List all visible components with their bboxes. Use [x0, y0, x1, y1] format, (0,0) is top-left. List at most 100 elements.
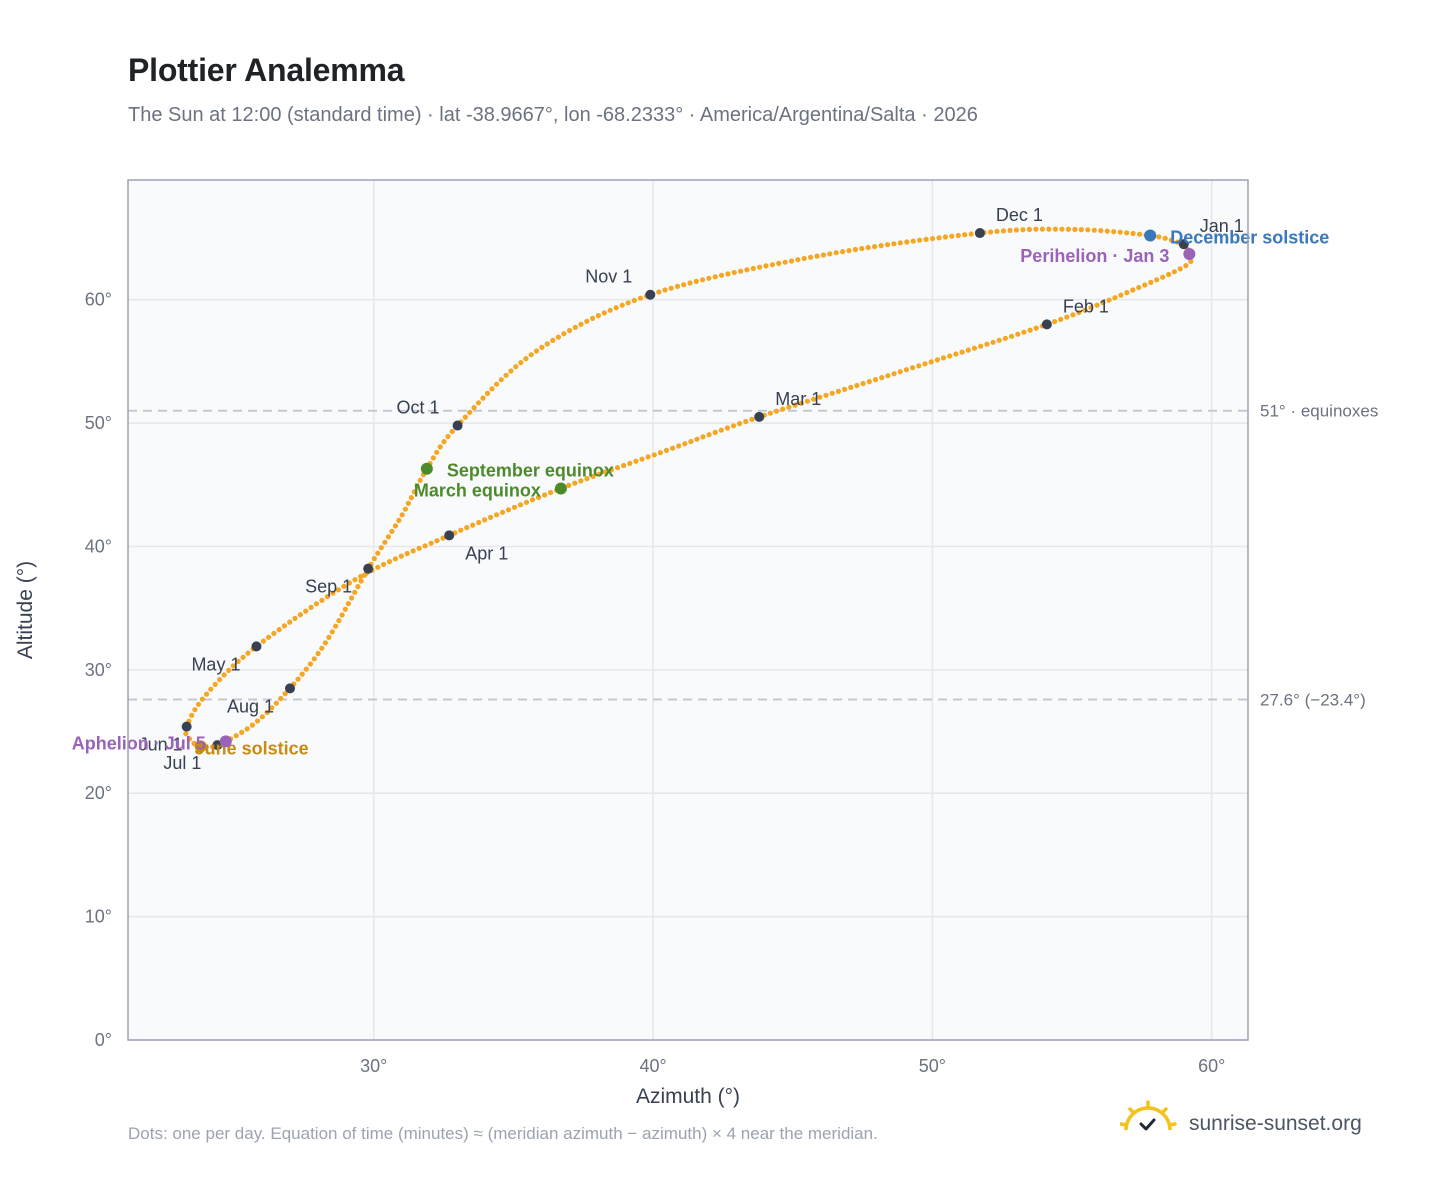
daily-sun-dot — [449, 428, 455, 435]
daily-sun-dot — [470, 522, 476, 528]
daily-sun-dot — [259, 714, 265, 720]
special-point-dot — [219, 735, 232, 748]
daily-sun-dot — [725, 271, 731, 277]
daily-sun-dot — [183, 731, 189, 737]
daily-sun-dot — [217, 677, 223, 683]
daily-sun-dot — [749, 416, 755, 422]
daily-sun-dot — [1162, 235, 1168, 241]
month-marker-label: Jul 1 — [163, 753, 201, 773]
month-marker-dot — [754, 411, 765, 422]
daily-sun-dot — [336, 618, 342, 624]
daily-sun-dot — [663, 447, 670, 453]
month-marker-label: Oct 1 — [397, 398, 440, 418]
daily-sun-dot — [535, 494, 542, 500]
daily-sun-dot — [700, 434, 706, 440]
daily-sun-dot — [1168, 237, 1174, 243]
daily-sun-dot — [269, 705, 275, 711]
daily-sun-dot — [342, 606, 348, 612]
daily-sun-dot — [782, 259, 788, 265]
daily-sun-dot — [313, 601, 320, 607]
daily-sun-dot — [656, 289, 662, 295]
daily-sun-dot — [523, 499, 530, 505]
daily-sun-dot — [668, 285, 674, 291]
daily-sun-dot — [1137, 231, 1143, 237]
daily-sun-dot — [315, 650, 321, 657]
daily-sun-dot — [1033, 226, 1039, 232]
daily-sun-dot — [687, 280, 693, 286]
daily-sun-dot — [885, 373, 891, 379]
daily-sun-dot — [712, 274, 718, 280]
daily-sun-dot — [1059, 226, 1065, 232]
daily-sun-dot — [484, 390, 491, 396]
daily-sun-dot — [572, 480, 578, 486]
daily-sun-dot — [297, 612, 303, 618]
daily-sun-dot — [1183, 263, 1189, 269]
daily-sun-dot — [823, 392, 829, 398]
daily-sun-dot — [523, 356, 529, 362]
month-marker-label: Mar 1 — [775, 389, 821, 409]
daily-sun-dot — [1091, 227, 1097, 233]
daily-sun-dot — [947, 353, 953, 359]
plot-frame — [127, 179, 1249, 1041]
y-tick-label: 30° — [85, 660, 112, 680]
daily-sun-dot — [572, 324, 578, 330]
y-tick-label: 10° — [85, 907, 112, 927]
daily-sun-dot — [1013, 227, 1020, 233]
daily-sun-dot — [240, 654, 246, 660]
daily-sun-dot — [1188, 258, 1194, 264]
y-axis-label: Altitude (°) — [14, 561, 37, 659]
daily-sun-dot — [1039, 226, 1045, 232]
daily-sun-dot — [1142, 282, 1148, 288]
daily-sun-dot — [744, 267, 750, 273]
daily-sun-dot — [399, 512, 405, 518]
daily-sun-dot — [639, 456, 645, 462]
month-marker-label: Jan 1 — [1200, 216, 1244, 236]
special-point-dot — [554, 482, 567, 495]
daily-sun-dot — [645, 454, 651, 460]
daily-sun-dot — [916, 363, 922, 369]
daily-sun-dot — [878, 243, 884, 249]
daily-sun-dot — [375, 564, 381, 570]
daily-sun-dot — [955, 232, 961, 239]
daily-sun-dot — [392, 523, 398, 529]
daily-sun-dot — [835, 388, 842, 394]
daily-sun-dot — [417, 477, 423, 483]
daily-sun-dot — [1064, 314, 1070, 320]
daily-sun-dot — [842, 386, 848, 392]
daily-sun-dot — [1085, 227, 1091, 233]
daily-sun-dot — [235, 658, 241, 665]
daily-sun-dot — [414, 483, 420, 489]
daily-sun-dot — [798, 400, 804, 406]
daily-sun-dot — [897, 240, 903, 246]
brand-logo[interactable]: sunrise-sunset.org — [1120, 1100, 1390, 1150]
daily-sun-dot — [1124, 290, 1130, 296]
daily-sun-dot — [633, 458, 639, 464]
daily-sun-dot — [1076, 309, 1082, 316]
daily-sun-dot — [596, 471, 602, 477]
daily-sun-dot — [682, 441, 688, 447]
daily-sun-dot — [437, 444, 443, 450]
daily-sun-dot — [891, 371, 897, 377]
daily-sun-dot — [475, 400, 482, 406]
daily-sun-dot — [959, 349, 965, 355]
daily-sun-dot — [480, 395, 486, 401]
daily-sun-dot — [578, 321, 584, 327]
daily-sun-dot — [1078, 227, 1084, 233]
daily-sun-dot — [299, 671, 305, 677]
daily-sun-dot — [934, 357, 941, 363]
daily-sun-dot — [738, 268, 744, 274]
daily-sun-dot — [482, 517, 488, 523]
daily-sun-dot — [662, 287, 668, 293]
daily-sun-dot — [602, 469, 608, 475]
daily-sun-dot — [440, 535, 446, 541]
daily-sun-dot — [730, 423, 737, 429]
daily-sun-dot — [464, 525, 470, 531]
plot-area — [128, 180, 1248, 1040]
daily-sun-dot — [355, 584, 361, 590]
daily-sun-dot — [511, 504, 518, 510]
daily-sun-dot — [1154, 277, 1160, 283]
daily-sun-dot — [311, 656, 317, 662]
daily-sun-dot — [953, 351, 959, 357]
daily-sun-dot — [192, 707, 198, 713]
daily-sun-dot — [942, 234, 949, 240]
